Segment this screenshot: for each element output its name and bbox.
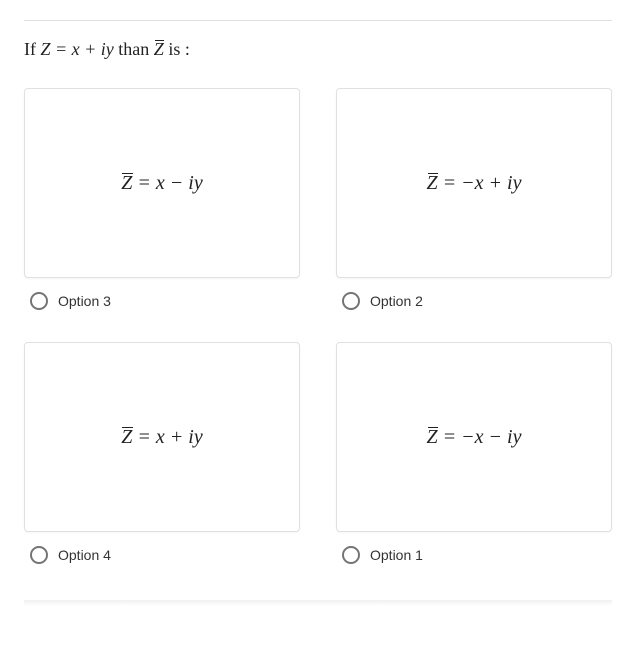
option-label-0: Option 3: [58, 293, 111, 309]
question-mid: than: [114, 39, 154, 59]
option-card-2: Z = x + iy: [24, 342, 300, 532]
equation-rest-2: = x + iy: [132, 426, 202, 448]
question-container: If Z = x + iy than Z is : Z = x − iy Opt…: [0, 0, 636, 600]
equation-zbar-2: Z: [121, 426, 132, 449]
option-row-3[interactable]: Option 1: [336, 532, 612, 580]
question-zbar: Z: [154, 39, 164, 60]
option-cell-2: Z = x + iy Option 4: [24, 342, 300, 580]
radio-icon[interactable]: [342, 292, 360, 310]
option-row-2[interactable]: Option 4: [24, 532, 300, 580]
option-card-3: Z = −x − iy: [336, 342, 612, 532]
option-card-1: Z = −x + iy: [336, 88, 612, 278]
bottom-shadow: [24, 600, 612, 606]
equation-2: Z = x + iy: [121, 426, 202, 449]
option-label-1: Option 2: [370, 293, 423, 309]
equation-1: Z = −x + iy: [427, 172, 522, 195]
equation-3: Z = −x − iy: [427, 426, 522, 449]
equation-zbar-0: Z: [121, 172, 132, 195]
option-label-3: Option 1: [370, 547, 423, 563]
question-suffix: is :: [164, 39, 190, 59]
equation-rest-0: = x − iy: [132, 172, 202, 194]
equation-zbar-3: Z: [427, 426, 438, 449]
equation-0: Z = x − iy: [121, 172, 202, 195]
radio-icon[interactable]: [30, 546, 48, 564]
option-cell-3: Z = −x − iy Option 1: [336, 342, 612, 580]
option-row-0[interactable]: Option 3: [24, 278, 300, 326]
radio-icon[interactable]: [30, 292, 48, 310]
top-divider: [24, 20, 612, 21]
equation-zbar-1: Z: [427, 172, 438, 195]
option-label-2: Option 4: [58, 547, 111, 563]
question-prefix: If: [24, 39, 41, 59]
option-cell-1: Z = −x + iy Option 2: [336, 88, 612, 326]
equation-rest-1: = −x + iy: [438, 172, 522, 194]
option-card-0: Z = x − iy: [24, 88, 300, 278]
question-zdef: Z = x + iy: [41, 39, 114, 59]
equation-rest-3: = −x − iy: [438, 426, 522, 448]
option-row-1[interactable]: Option 2: [336, 278, 612, 326]
radio-icon[interactable]: [342, 546, 360, 564]
question-text: If Z = x + iy than Z is :: [24, 39, 612, 60]
options-grid: Z = x − iy Option 3 Z = −x + iy Option 2: [24, 88, 612, 580]
option-cell-0: Z = x − iy Option 3: [24, 88, 300, 326]
